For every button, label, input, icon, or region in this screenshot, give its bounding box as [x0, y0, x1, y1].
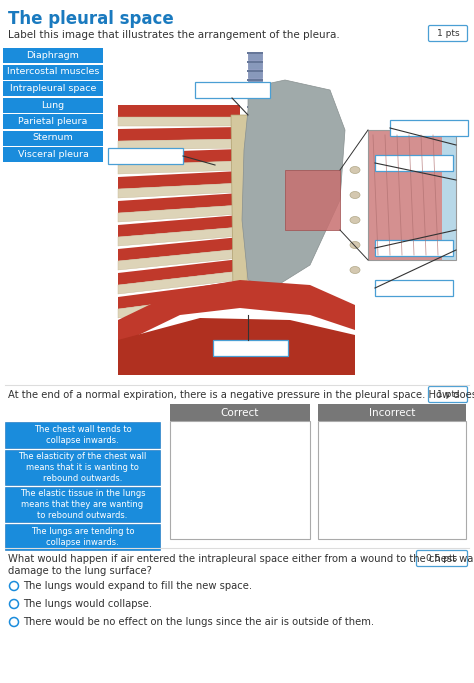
Ellipse shape: [350, 217, 360, 223]
Bar: [248, 79, 262, 87]
Bar: [170, 421, 310, 539]
Bar: [368, 130, 456, 260]
Polygon shape: [118, 171, 240, 189]
Polygon shape: [118, 117, 240, 126]
Bar: [248, 61, 262, 69]
Polygon shape: [118, 205, 240, 222]
Text: Incorrect: Incorrect: [369, 408, 415, 417]
Bar: [318, 404, 466, 421]
FancyBboxPatch shape: [428, 387, 467, 402]
Bar: [3, 48, 103, 63]
Text: Lung: Lung: [41, 100, 64, 109]
Text: Diaphragm: Diaphragm: [27, 51, 80, 60]
Bar: [5, 524, 160, 550]
Polygon shape: [118, 281, 240, 309]
Bar: [170, 404, 310, 421]
Polygon shape: [118, 259, 240, 285]
Polygon shape: [118, 280, 355, 345]
Bar: [5, 450, 160, 485]
Bar: [375, 155, 453, 171]
Polygon shape: [118, 249, 240, 270]
Bar: [390, 120, 468, 136]
Bar: [5, 487, 160, 522]
Text: What would happen if air entered the intrapleural space either from a wound to t: What would happen if air entered the int…: [8, 554, 474, 564]
Text: The lungs are tending to
collapse inwards.: The lungs are tending to collapse inward…: [31, 527, 134, 547]
Polygon shape: [118, 318, 355, 375]
Ellipse shape: [350, 167, 360, 173]
Bar: [248, 52, 262, 60]
Polygon shape: [231, 115, 249, 295]
Text: The chest wall tends to
collapse inwards.: The chest wall tends to collapse inwards…: [34, 425, 131, 445]
Bar: [3, 114, 103, 129]
Text: At the end of a normal expiration, there is a negative pressure in the pleural s: At the end of a normal expiration, there…: [8, 390, 474, 400]
Text: Correct: Correct: [221, 408, 259, 417]
Text: Visceral pleura: Visceral pleura: [18, 150, 89, 159]
Bar: [248, 70, 262, 78]
Bar: [248, 124, 262, 132]
Bar: [108, 48, 460, 372]
Bar: [108, 148, 183, 164]
Bar: [247, 97, 263, 99]
Bar: [247, 79, 263, 81]
Text: Parietal pleura: Parietal pleura: [18, 117, 88, 126]
Text: The pleural space: The pleural space: [8, 10, 174, 28]
Text: 1 pts: 1 pts: [437, 29, 459, 38]
Polygon shape: [118, 183, 240, 198]
Polygon shape: [118, 215, 240, 237]
Bar: [442, 130, 456, 260]
Bar: [375, 280, 453, 296]
Bar: [5, 422, 160, 448]
Bar: [3, 81, 103, 96]
Text: damage to the lung surface?: damage to the lung surface?: [8, 566, 152, 576]
Bar: [3, 147, 103, 162]
Bar: [248, 106, 262, 114]
Text: Sternum: Sternum: [33, 133, 73, 143]
Bar: [247, 88, 263, 90]
Bar: [247, 70, 263, 72]
Bar: [3, 130, 103, 145]
Polygon shape: [242, 80, 345, 290]
Polygon shape: [118, 227, 240, 246]
Bar: [247, 124, 263, 126]
Text: There would be no effect on the lungs since the air is outside of them.: There would be no effect on the lungs si…: [23, 617, 374, 627]
Polygon shape: [118, 193, 240, 213]
Polygon shape: [118, 293, 240, 318]
Bar: [247, 61, 263, 63]
Ellipse shape: [350, 191, 360, 199]
Text: Label this image that illustrates the arrangement of the pleura.: Label this image that illustrates the ar…: [8, 30, 340, 40]
Bar: [368, 130, 444, 260]
Ellipse shape: [350, 266, 360, 273]
Bar: [247, 52, 263, 54]
Text: The elasticity of the chest wall
means that it is wanting to
rebound outwards.: The elasticity of the chest wall means t…: [18, 451, 146, 484]
Polygon shape: [118, 105, 240, 117]
Polygon shape: [118, 271, 240, 294]
Bar: [248, 88, 262, 96]
Text: The lungs would collapse.: The lungs would collapse.: [23, 599, 152, 609]
Text: The lungs would expand to fill the new space.: The lungs would expand to fill the new s…: [23, 581, 252, 591]
Polygon shape: [118, 237, 240, 261]
Polygon shape: [118, 161, 240, 174]
Bar: [195, 82, 270, 98]
Polygon shape: [118, 149, 240, 165]
Text: The elastic tissue in the lungs
means that they are wanting
to rebound outwards.: The elastic tissue in the lungs means th…: [20, 488, 146, 520]
Bar: [248, 97, 262, 105]
Bar: [213, 340, 288, 356]
Text: 1 pts: 1 pts: [437, 390, 459, 399]
Ellipse shape: [350, 242, 360, 249]
Bar: [318, 421, 466, 539]
FancyBboxPatch shape: [428, 25, 467, 42]
Bar: [3, 64, 103, 79]
Bar: [375, 240, 453, 256]
Polygon shape: [118, 139, 240, 150]
Text: Intercostal muscles: Intercostal muscles: [7, 68, 99, 76]
Bar: [247, 106, 263, 108]
Bar: [3, 98, 103, 113]
Text: 0.5 pts: 0.5 pts: [427, 554, 457, 563]
Polygon shape: [118, 127, 240, 141]
Bar: [247, 115, 263, 117]
Bar: [285, 170, 340, 230]
FancyBboxPatch shape: [417, 550, 467, 566]
Text: Intrapleural space: Intrapleural space: [10, 84, 96, 93]
Bar: [248, 115, 262, 123]
